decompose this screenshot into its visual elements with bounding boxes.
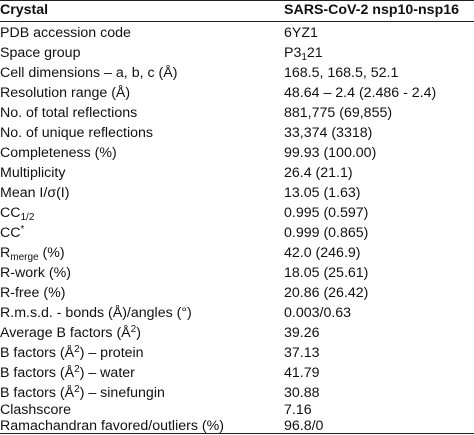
row-label: Multiplicity [0, 165, 66, 181]
table-row: Resolution range (Å) 48.64 – 2.4 (2.486 … [0, 83, 474, 103]
row-label: No. of unique reflections [0, 125, 154, 141]
table-row: Average B factors (Å2) 39.26 [0, 323, 474, 343]
table-row: R-work (%) 18.05 (25.61) [0, 263, 474, 283]
row-label: Cell dimensions – a, b, c (Å) [0, 65, 178, 81]
label-prefix: B factors (Å [0, 365, 75, 381]
label-suffix: ) – protein [79, 345, 144, 361]
row-value: 96.8/0 [284, 418, 324, 434]
label-prefix: CC [0, 205, 21, 221]
table-bottom-rule [0, 433, 474, 434]
label-suffix: (%) [38, 245, 65, 261]
header-crystal: Crystal [0, 2, 49, 18]
row-label: PDB accession code [0, 25, 131, 41]
row-label: CC1/2 [0, 203, 34, 223]
label-prefix: Average B factors (Å [0, 325, 131, 341]
row-label: Space group [0, 45, 81, 61]
row-value: 13.05 (1.63) [284, 185, 361, 201]
label-suffix: ) – water [79, 365, 135, 381]
value-subscript: 1 [301, 52, 307, 63]
table-row: R-free (%) 20.86 (26.42) [0, 283, 474, 303]
label-prefix: CC [0, 225, 21, 241]
label-superscript: 2 [74, 384, 80, 395]
header-structure: SARS-CoV-2 nsp10-nsp16 [284, 2, 460, 18]
row-value: 20.86 (26.42) [284, 285, 369, 301]
row-label: B factors (Å2) – sinefungin [0, 383, 165, 403]
table-header: Crystal SARS-CoV-2 nsp10-nsp16 [0, 0, 474, 22]
table-row: Mean I/σ(I) 13.05 (1.63) [0, 183, 474, 203]
row-value: 18.05 (25.61) [284, 265, 369, 281]
table-row: B factors (Å2) – sinefungin 30.88 [0, 383, 474, 403]
label-superscript: * [20, 224, 25, 235]
row-value: 7.16 [284, 402, 312, 418]
table-row: Clashscore 7.16 [0, 400, 474, 420]
label-prefix: B factors (Å [0, 385, 75, 401]
table-row: Multiplicity 26.4 (21.1) [0, 163, 474, 183]
row-value: P3121 [284, 43, 323, 63]
table-row: B factors (Å2) – protein 37.13 [0, 343, 474, 363]
label-superscript: 2 [74, 364, 80, 375]
table-row: Space group P3121 [0, 43, 474, 63]
row-label: CC* [0, 223, 24, 243]
row-value: 0.995 (0.597) [284, 205, 369, 221]
row-value: 99.93 (100.00) [284, 145, 377, 161]
table-row: Ramachandran favored/outliers (%) 96.8/0 [0, 416, 474, 435]
row-label: R-work (%) [0, 265, 71, 281]
row-label: Resolution range (Å) [0, 85, 131, 101]
row-label: No. of total reflections [0, 105, 138, 121]
label-prefix: R [0, 245, 11, 261]
row-label: R-free (%) [0, 285, 66, 301]
table-row: No. of total reflections 881,775 (69,855… [0, 103, 474, 123]
label-prefix: B factors (Å [0, 345, 75, 361]
row-value: 0.003/0.63 [284, 305, 352, 321]
value-prefix: P3 [284, 45, 302, 61]
row-value: 6YZ1 [284, 25, 318, 41]
row-value: 42.0 (246.9) [284, 245, 361, 261]
row-label: R.m.s.d. - bonds (Å)/angles (°) [0, 305, 192, 321]
row-label: Clashscore [0, 402, 71, 418]
label-subscript: 1/2 [20, 212, 35, 223]
row-label: Ramachandran favored/outliers (%) [0, 418, 224, 434]
table-row: CC1/2 0.995 (0.597) [0, 203, 474, 223]
row-value: 0.999 (0.865) [284, 225, 369, 241]
table-row: Rmerge (%) 42.0 (246.9) [0, 243, 474, 263]
label-suffix: ) [136, 325, 141, 341]
row-value: 37.13 [284, 345, 320, 361]
table-row: Cell dimensions – a, b, c (Å) 168.5, 168… [0, 63, 474, 83]
table-row: R.m.s.d. - bonds (Å)/angles (°) 0.003/0.… [0, 303, 474, 323]
table-row: B factors (Å2) – water 41.79 [0, 363, 474, 383]
table-row: Completeness (%) 99.93 (100.00) [0, 143, 474, 163]
label-superscript: 2 [74, 344, 80, 355]
label-suffix: ) – sinefungin [79, 385, 165, 401]
row-label: Rmerge (%) [0, 243, 65, 263]
row-value: 26.4 (21.1) [284, 165, 353, 181]
value-suffix: 21 [306, 45, 323, 61]
row-value: 168.5, 168.5, 52.1 [284, 65, 399, 81]
row-value: 881,775 (69,855) [284, 105, 393, 121]
label-superscript: 2 [130, 324, 137, 335]
row-value: 39.26 [284, 325, 320, 341]
label-subscript: merge [10, 252, 39, 263]
table-row: PDB accession code 6YZ1 [0, 23, 474, 43]
row-value: 41.79 [284, 365, 320, 381]
row-label: Average B factors (Å2) [0, 323, 141, 343]
row-value: 48.64 – 2.4 (2.486 - 2.4) [284, 85, 437, 101]
row-label: B factors (Å2) – water [0, 363, 135, 383]
row-value: 33,374 (3318) [284, 125, 373, 141]
table-row: No. of unique reflections 33,374 (3318) [0, 123, 474, 143]
row-value: 30.88 [284, 385, 320, 401]
table-row: CC* 0.999 (0.865) [0, 223, 474, 243]
row-label: B factors (Å2) – protein [0, 343, 144, 363]
row-label: Completeness (%) [0, 145, 117, 161]
row-label: Mean I/σ(I) [0, 185, 70, 201]
